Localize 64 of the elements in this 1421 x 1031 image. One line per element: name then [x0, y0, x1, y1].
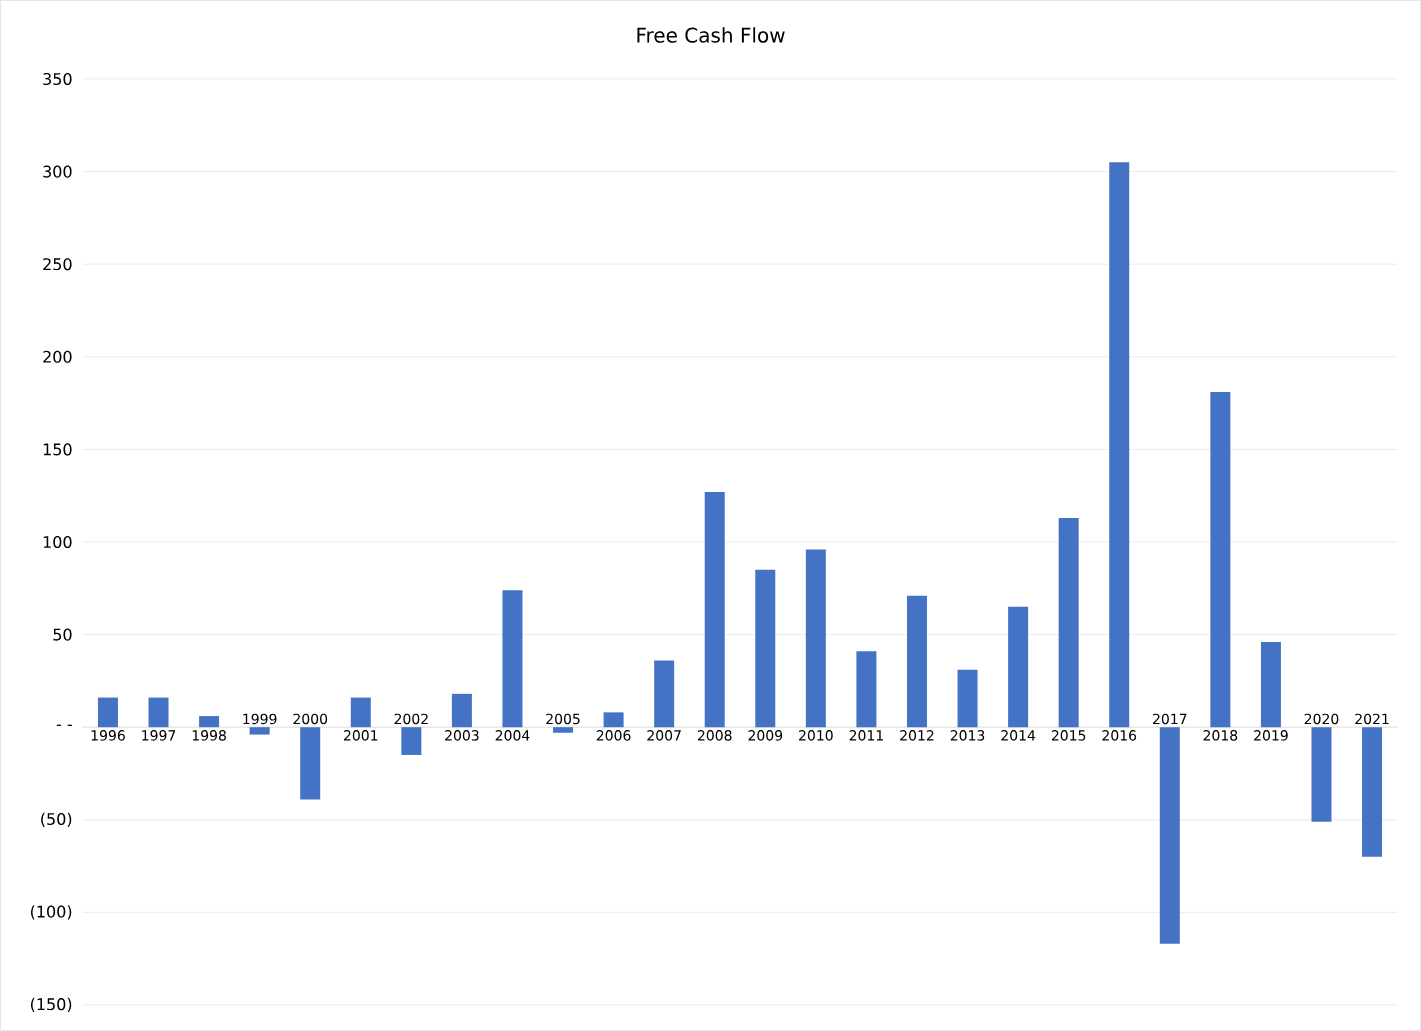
bar: [249, 727, 270, 735]
x-tick-label: 2011: [849, 730, 883, 741]
bar: [451, 693, 472, 728]
x-tick-label: 2018: [1203, 730, 1238, 741]
bar: [603, 712, 624, 728]
bar: [1008, 606, 1029, 728]
x-tick-label: 2021: [1355, 713, 1389, 725]
bar: [553, 727, 574, 733]
x-tick-label: 2003: [445, 730, 479, 741]
x-tick-label: 2012: [900, 730, 934, 741]
y-tick-label: - -: [56, 724, 72, 726]
x-tick-label: 2017: [1153, 713, 1187, 725]
y-tick-label: 350: [43, 72, 72, 86]
y-tick-label: 250: [43, 258, 72, 271]
bar: [1311, 727, 1332, 822]
x-tick-label: 2015: [1051, 730, 1086, 741]
x-tick-label: 2016: [1102, 730, 1137, 741]
x-tick-label: 2004: [495, 730, 530, 741]
bar: [957, 669, 978, 728]
y-tick-label: 100: [43, 535, 72, 549]
x-tick-label: 2002: [394, 713, 428, 725]
bar: [654, 660, 675, 728]
y-tick-label: 200: [43, 350, 72, 363]
y-tick-label: 50: [53, 628, 72, 641]
x-tick-label: 1998: [192, 730, 226, 741]
bar: [805, 549, 826, 728]
x-tick-label: 1996: [91, 730, 125, 741]
bar: [856, 651, 877, 728]
x-tick-label: 2001: [343, 730, 378, 741]
x-tick-label: 1997: [142, 730, 176, 741]
bar: [1362, 727, 1383, 857]
x-tick-label: 2005: [546, 713, 580, 725]
x-tick-label: 2019: [1254, 730, 1288, 741]
x-tick-label: 2009: [748, 730, 783, 741]
bar: [401, 727, 422, 755]
bar: [502, 590, 523, 728]
bar: [148, 697, 169, 728]
bar: [755, 569, 776, 728]
bar: [704, 491, 725, 728]
y-tick-label: 150: [43, 443, 72, 456]
x-tick-label: 2006: [596, 730, 631, 741]
bar: [199, 716, 220, 728]
x-tick-label: 2008: [697, 730, 732, 741]
bar: [1210, 391, 1231, 728]
y-tick-label: 300: [43, 165, 72, 178]
y-tick-label: (50): [41, 812, 72, 827]
chart-title: Free Cash Flow: [637, 27, 785, 43]
y-tick-label: (100): [30, 905, 72, 920]
bar: [350, 697, 371, 728]
x-tick-label: 2014: [1001, 730, 1036, 741]
x-tick-label: 2020: [1304, 713, 1339, 725]
bar: [1109, 162, 1130, 728]
x-tick-label: 2010: [799, 730, 833, 741]
bar: [1058, 517, 1079, 728]
x-tick-label: 2007: [647, 730, 681, 741]
y-tick-label: (150): [30, 997, 72, 1013]
x-tick-label: 1999: [243, 713, 277, 725]
bar: [906, 595, 927, 728]
bar: [97, 697, 118, 728]
bar: [1260, 641, 1281, 728]
x-tick-label: 2013: [950, 730, 985, 741]
bar: [1159, 727, 1180, 944]
bar: [300, 727, 321, 800]
x-tick-label: 2000: [293, 713, 328, 725]
